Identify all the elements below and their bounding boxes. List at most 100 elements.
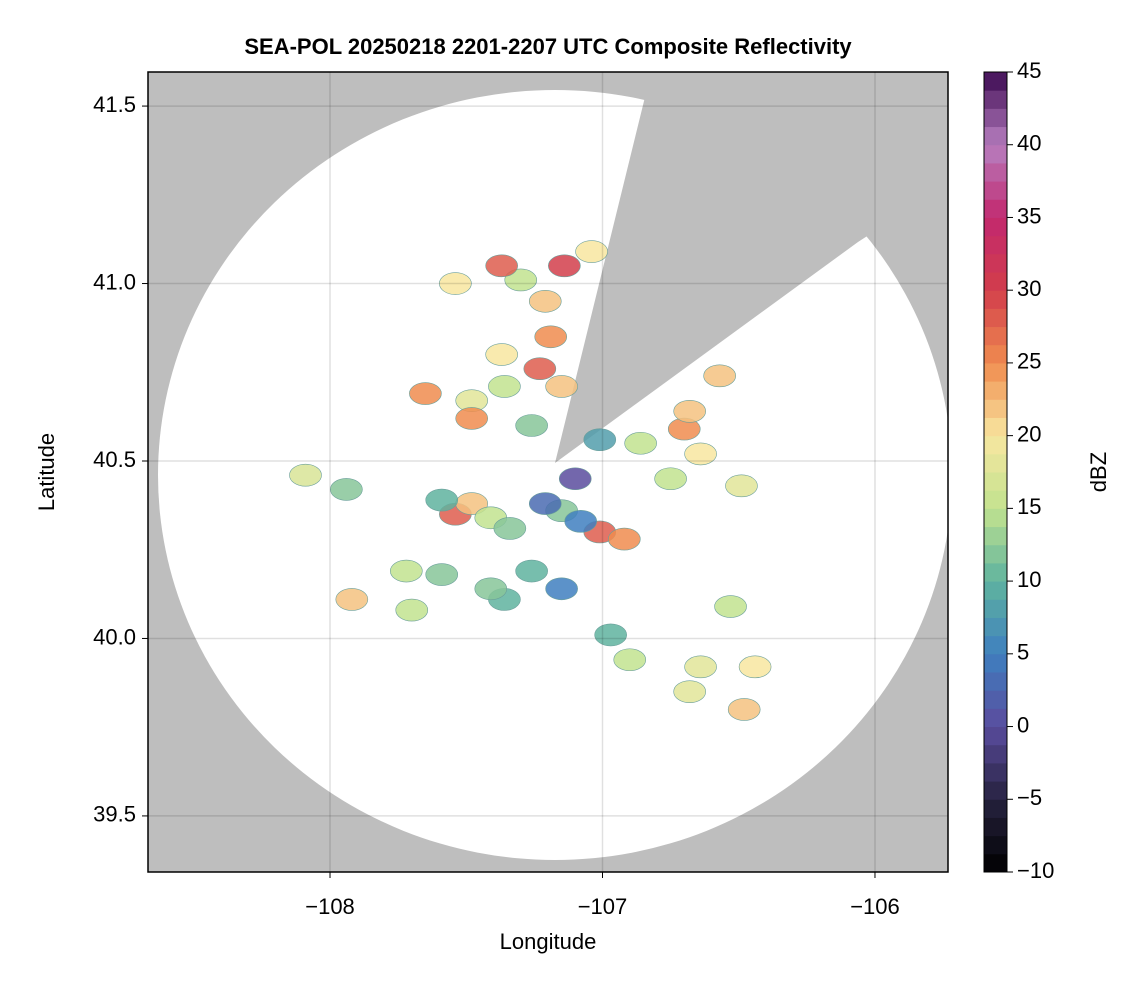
colorbar-tick-label: 30	[1017, 276, 1041, 301]
colorbar-band	[984, 235, 1007, 255]
colorbar-band	[984, 562, 1007, 582]
colorbar-band	[984, 326, 1007, 346]
colorbar-band	[984, 344, 1007, 364]
colorbar-band	[984, 362, 1007, 382]
colorbar-band	[984, 617, 1007, 637]
echo-cell	[289, 463, 322, 487]
echo-cell	[504, 268, 538, 292]
colorbar-band	[984, 690, 1007, 709]
colorbar-tick-label: −10	[1017, 858, 1054, 883]
colorbar-band	[984, 290, 1007, 309]
echo-cell	[485, 254, 518, 278]
x-tick-label: −106	[850, 894, 900, 919]
colorbar-tick-label: 5	[1017, 640, 1029, 665]
echo-cell	[335, 588, 369, 611]
colorbar-band	[984, 199, 1007, 218]
colorbar-band	[984, 599, 1007, 618]
echo-cell	[528, 289, 562, 313]
echo-cell	[485, 343, 518, 366]
echo-cell	[474, 577, 508, 601]
y-tick-label: 40.5	[93, 447, 136, 472]
colorbar-band	[984, 544, 1007, 564]
echo-cell	[624, 431, 657, 455]
echo-cell	[727, 698, 761, 721]
colorbar-band	[984, 126, 1007, 146]
colorbar-band	[984, 726, 1007, 746]
echo-cell	[548, 254, 581, 278]
chart-title: SEA-POL 20250218 2201-2207 UTC Composite…	[244, 34, 852, 59]
colorbar-label: dBZ	[1086, 452, 1111, 492]
echo-cell	[395, 598, 429, 622]
echo-cell	[390, 559, 423, 583]
echo-cell	[545, 577, 578, 601]
colorbar-band	[984, 744, 1007, 764]
colorbar-band	[984, 635, 1007, 655]
colorbar-band	[984, 526, 1007, 546]
echo-cell	[515, 559, 548, 583]
colorbar-band	[984, 490, 1007, 509]
echo-cell	[594, 623, 627, 647]
colorbar: −10 −5 0 5 10 15 20 25 30 35 40 45	[983, 58, 1054, 883]
colorbar-band	[984, 799, 1007, 818]
colorbar-band	[984, 399, 1007, 418]
colorbar-band	[984, 708, 1007, 728]
y-tick-label: 41.0	[93, 269, 136, 294]
blocked-sector	[555, 72, 948, 463]
echo-cell	[714, 595, 747, 618]
echo-cell	[583, 428, 617, 452]
colorbar-band	[984, 272, 1007, 291]
echo-cell	[738, 655, 772, 679]
echo-cell	[528, 492, 562, 515]
y-tick-label: 41.5	[93, 92, 136, 117]
colorbar-band	[984, 435, 1007, 455]
colorbar-band	[984, 653, 1007, 673]
colorbar-band	[984, 162, 1007, 182]
x-tick-label: −108	[305, 894, 355, 919]
colorbar-band	[984, 453, 1007, 473]
echo-cell	[725, 474, 758, 498]
colorbar-band	[984, 308, 1007, 328]
colorbar-tick-label: 40	[1017, 131, 1041, 156]
y-tick-label: 40.0	[93, 624, 136, 649]
colorbar-band	[984, 581, 1007, 600]
grid: −108 −107 −106 39.5 40.0 40.5 41.0 41.5	[93, 72, 948, 919]
echo-cell	[564, 510, 597, 533]
echo-cell	[439, 272, 472, 295]
colorbar-band	[984, 472, 1007, 491]
echo-cell	[684, 442, 717, 466]
colorbar-band	[984, 181, 1007, 200]
plot-frame	[147, 71, 949, 873]
colorbar-tick-label: 35	[1017, 203, 1041, 228]
echo-cell	[493, 517, 527, 540]
x-axis-label: Longitude	[500, 929, 597, 954]
colorbar-band	[984, 217, 1007, 237]
echo-cell	[673, 680, 706, 703]
colorbar-band	[984, 417, 1007, 437]
echo-cell	[673, 400, 706, 423]
colorbar-band	[984, 381, 1007, 400]
echo-cell	[703, 364, 736, 388]
y-tick-label: 39.5	[93, 802, 136, 827]
colorbar-band	[984, 853, 1007, 873]
colorbar-tick-label: −5	[1017, 785, 1042, 810]
echo-cell	[684, 655, 717, 679]
echoes	[289, 240, 772, 721]
echo-cell	[654, 467, 687, 491]
y-axis-label: Latitude	[34, 433, 59, 511]
echo-cell	[607, 527, 641, 551]
echo-cell	[575, 240, 608, 263]
colorbar-frame	[983, 71, 1008, 873]
colorbar-band	[984, 90, 1007, 109]
echo-cell	[534, 325, 568, 349]
echo-cell	[558, 467, 592, 491]
colorbar-band	[984, 762, 1007, 782]
colorbar-tick-label: 10	[1017, 567, 1041, 592]
echo-cell	[330, 478, 363, 501]
echo-cell	[545, 375, 578, 398]
colorbar-tick-label: 15	[1017, 494, 1041, 519]
colorbar-tick-label: 20	[1017, 421, 1041, 446]
colorbar-band	[984, 144, 1007, 164]
x-tick-label: −107	[578, 894, 628, 919]
echo-cell	[455, 407, 489, 430]
